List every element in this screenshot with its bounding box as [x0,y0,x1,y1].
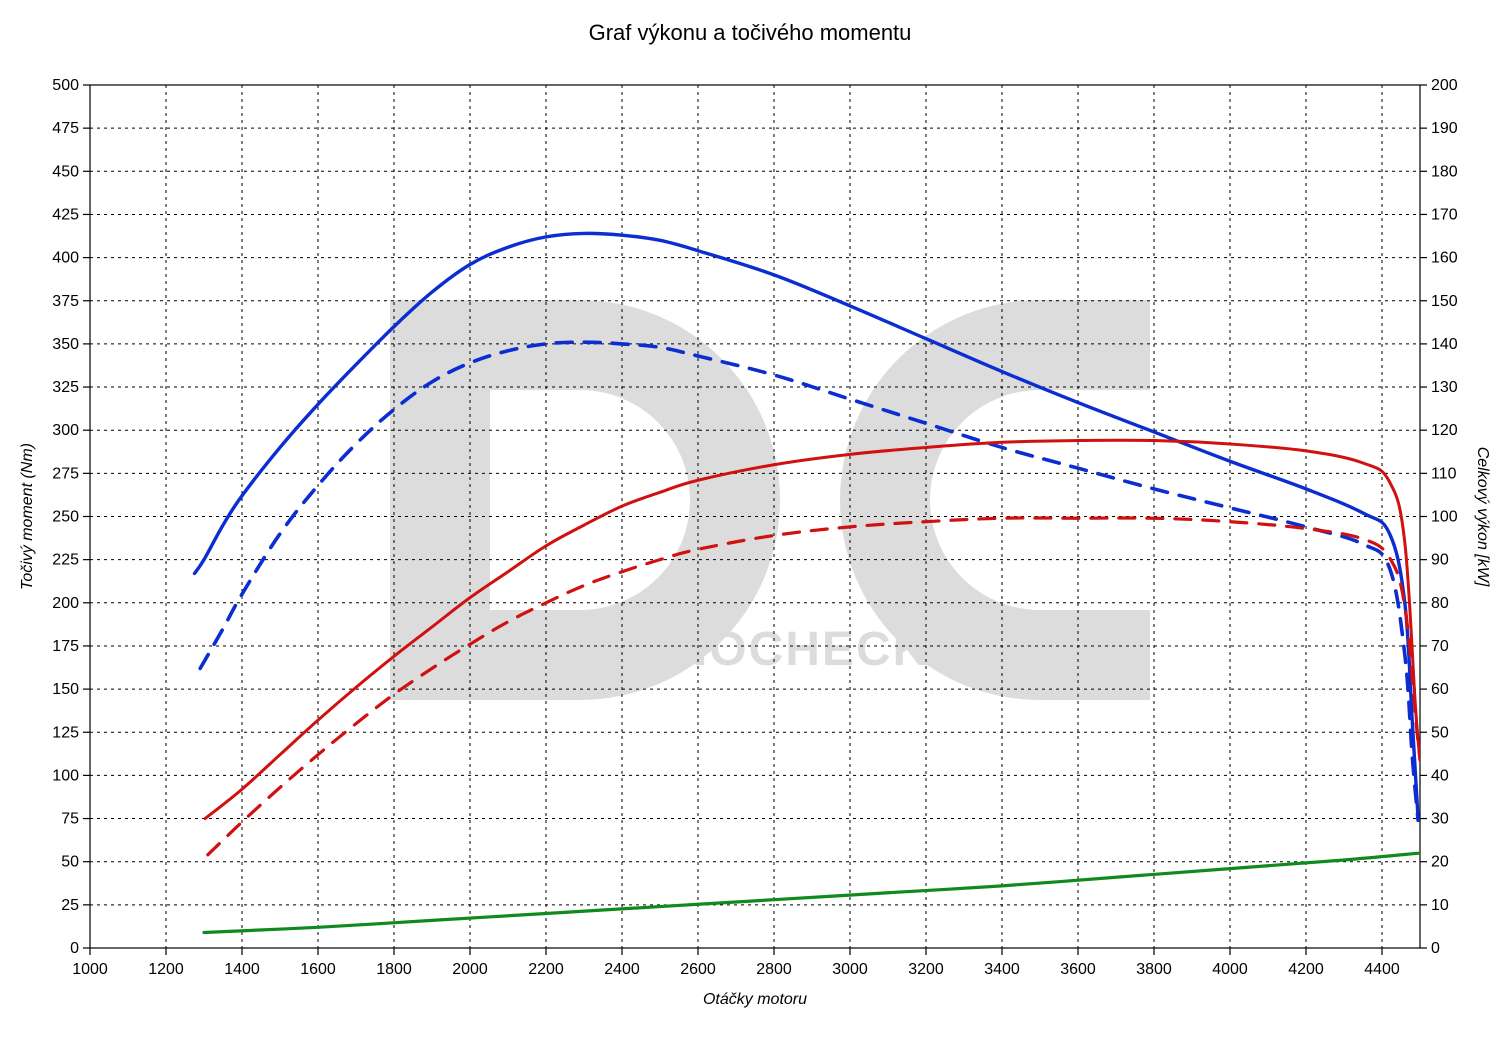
svg-text:375: 375 [52,293,79,310]
svg-text:200: 200 [1431,77,1458,94]
svg-text:1400: 1400 [224,961,260,978]
svg-text:150: 150 [1431,293,1458,310]
svg-text:Otáčky motoru: Otáčky motoru [703,991,807,1008]
svg-text:10: 10 [1431,897,1449,914]
svg-text:40: 40 [1431,767,1449,784]
svg-text:120: 120 [1431,422,1458,439]
svg-text:2400: 2400 [604,961,640,978]
svg-text:90: 90 [1431,552,1449,569]
svg-text:60: 60 [1431,681,1449,698]
svg-text:4000: 4000 [1212,961,1248,978]
svg-text:2800: 2800 [756,961,792,978]
svg-text:1000: 1000 [72,961,108,978]
svg-text:Celkový výkon [kW]: Celkový výkon [kW] [1474,447,1491,587]
svg-text:4200: 4200 [1288,961,1324,978]
svg-text:70: 70 [1431,638,1449,655]
svg-text:3600: 3600 [1060,961,1096,978]
svg-text:500: 500 [52,77,79,94]
svg-text:1600: 1600 [300,961,336,978]
series-losses [204,853,1420,932]
svg-text:30: 30 [1431,811,1449,828]
svg-text:2600: 2600 [680,961,716,978]
svg-text:190: 190 [1431,120,1458,137]
chart-svg: WWW.DYNOCHECK.COM10001200140016001800200… [0,0,1500,1041]
svg-text:325: 325 [52,379,79,396]
svg-text:125: 125 [52,724,79,741]
series-torque_tuned [195,233,1419,818]
svg-text:Točivý moment (Nm): Točivý moment (Nm) [19,443,36,590]
svg-text:130: 130 [1431,379,1458,396]
svg-text:110: 110 [1431,465,1457,482]
svg-text:3200: 3200 [908,961,944,978]
svg-text:20: 20 [1431,854,1449,871]
svg-text:3400: 3400 [984,961,1020,978]
svg-text:2000: 2000 [452,961,488,978]
svg-text:75: 75 [61,811,79,828]
svg-text:4400: 4400 [1364,961,1400,978]
svg-text:350: 350 [52,336,79,353]
svg-text:150: 150 [52,681,79,698]
series-torque_stock [200,342,1418,820]
svg-text:50: 50 [61,854,79,871]
svg-text:200: 200 [52,595,79,612]
svg-text:2200: 2200 [528,961,564,978]
svg-text:1800: 1800 [376,961,412,978]
svg-text:160: 160 [1431,250,1458,267]
svg-text:275: 275 [52,465,79,482]
svg-text:180: 180 [1431,163,1458,180]
svg-text:WWW.DYNOCHECK.COM: WWW.DYNOCHECK.COM [447,623,1062,676]
svg-text:50: 50 [1431,724,1449,741]
svg-text:0: 0 [1431,940,1440,957]
svg-text:25: 25 [61,897,79,914]
svg-text:3800: 3800 [1136,961,1172,978]
svg-text:100: 100 [52,767,79,784]
svg-text:475: 475 [52,120,79,137]
svg-text:0: 0 [70,940,79,957]
svg-text:450: 450 [52,163,79,180]
svg-text:225: 225 [52,552,79,569]
svg-text:400: 400 [52,250,79,267]
svg-text:140: 140 [1431,336,1458,353]
svg-text:425: 425 [52,206,79,223]
svg-text:175: 175 [52,638,79,655]
svg-text:170: 170 [1431,206,1458,223]
svg-text:3000: 3000 [832,961,868,978]
svg-text:250: 250 [52,509,79,526]
svg-text:80: 80 [1431,595,1449,612]
svg-text:300: 300 [52,422,79,439]
dyno-chart-container: Graf výkonu a točivého momentu WWW.DYNOC… [0,0,1500,1041]
svg-text:100: 100 [1431,509,1458,526]
svg-text:1200: 1200 [148,961,184,978]
series-power_stock [208,518,1420,855]
